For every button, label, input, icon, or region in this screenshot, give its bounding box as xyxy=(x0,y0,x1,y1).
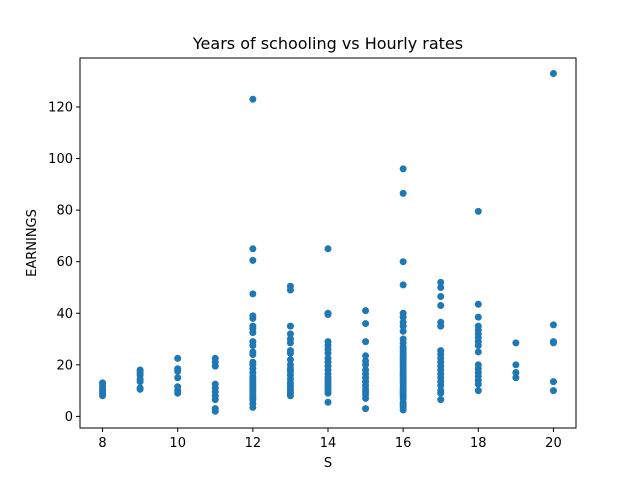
y-axis: 0 20 40 60 80 100 120 xyxy=(48,100,80,425)
data-points xyxy=(99,69,557,415)
data-point xyxy=(136,366,144,374)
y-tick-label: 40 xyxy=(56,307,73,322)
x-axis: 8 10 12 14 16 18 20 xyxy=(98,428,562,451)
data-point xyxy=(249,95,257,103)
chart-title: Years of schooling vs Hourly rates xyxy=(192,34,463,53)
data-point xyxy=(286,330,294,338)
data-point xyxy=(324,309,332,317)
data-point xyxy=(474,300,482,308)
data-point xyxy=(437,283,445,291)
x-tick-label: 14 xyxy=(320,436,337,451)
x-axis-label: S xyxy=(324,456,332,471)
data-point xyxy=(399,258,407,266)
data-point xyxy=(136,384,144,392)
data-point xyxy=(474,387,482,395)
data-point xyxy=(437,293,445,300)
data-point xyxy=(286,347,294,355)
data-point xyxy=(474,322,482,330)
data-point xyxy=(474,207,482,215)
data-point xyxy=(324,245,332,253)
data-point xyxy=(512,369,520,377)
data-point xyxy=(399,335,407,343)
data-point xyxy=(249,338,257,346)
data-point xyxy=(249,312,257,320)
data-point xyxy=(399,189,407,197)
data-point xyxy=(512,374,520,382)
data-point xyxy=(362,352,370,360)
data-point xyxy=(474,361,482,369)
data-point xyxy=(174,374,182,382)
y-tick-label: 0 xyxy=(65,410,73,425)
data-point xyxy=(249,358,257,366)
data-point xyxy=(437,387,445,395)
data-point xyxy=(324,398,332,406)
data-point xyxy=(249,322,257,330)
data-point xyxy=(437,318,445,326)
x-tick-label: 18 xyxy=(470,436,487,451)
data-point xyxy=(286,322,294,330)
data-point xyxy=(399,165,407,173)
data-point xyxy=(437,347,445,355)
data-point xyxy=(474,313,482,321)
data-point xyxy=(512,361,520,369)
data-point xyxy=(286,335,294,343)
x-tick-label: 12 xyxy=(245,436,262,451)
y-tick-label: 80 xyxy=(56,204,73,219)
data-point xyxy=(399,281,407,289)
data-point xyxy=(286,282,294,290)
data-point xyxy=(249,348,257,356)
data-point xyxy=(99,379,107,387)
data-point xyxy=(549,338,557,346)
data-point xyxy=(437,278,445,286)
data-point xyxy=(362,405,370,413)
y-tick-label: 60 xyxy=(56,255,73,270)
data-point xyxy=(549,387,557,395)
data-point xyxy=(211,354,219,362)
data-point xyxy=(512,339,520,347)
y-tick-label: 20 xyxy=(56,358,73,373)
data-point xyxy=(362,307,370,315)
data-point xyxy=(437,302,445,310)
data-point xyxy=(399,318,407,326)
data-point xyxy=(324,338,332,346)
data-point xyxy=(362,366,370,374)
x-tick-label: 10 xyxy=(169,436,186,451)
data-point xyxy=(549,69,557,77)
data-point xyxy=(549,378,557,386)
data-point xyxy=(211,380,219,388)
data-point xyxy=(474,348,482,356)
data-point xyxy=(286,356,294,364)
x-tick-label: 20 xyxy=(545,436,562,451)
x-tick-label: 16 xyxy=(395,436,412,451)
data-point xyxy=(324,354,332,362)
data-point xyxy=(174,383,182,391)
data-point xyxy=(249,245,257,253)
data-point xyxy=(174,365,182,373)
data-point xyxy=(174,354,182,362)
x-tick-label: 8 xyxy=(98,436,106,451)
y-axis-label: EARNINGS xyxy=(25,209,40,277)
data-point xyxy=(399,309,407,317)
data-point xyxy=(249,290,257,298)
data-point xyxy=(286,361,294,369)
data-point xyxy=(362,320,370,328)
data-point xyxy=(362,338,370,346)
data-point xyxy=(399,327,407,335)
y-tick-label: 120 xyxy=(48,100,73,115)
data-point xyxy=(362,357,370,365)
data-point xyxy=(549,321,557,329)
data-point xyxy=(211,405,219,413)
y-tick-label: 100 xyxy=(48,152,73,167)
data-point xyxy=(437,396,445,404)
data-point xyxy=(249,256,257,264)
